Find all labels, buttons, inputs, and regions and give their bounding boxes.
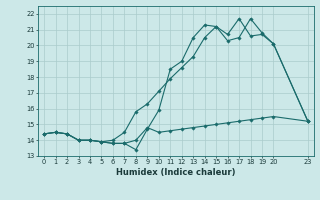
X-axis label: Humidex (Indice chaleur): Humidex (Indice chaleur): [116, 168, 236, 177]
